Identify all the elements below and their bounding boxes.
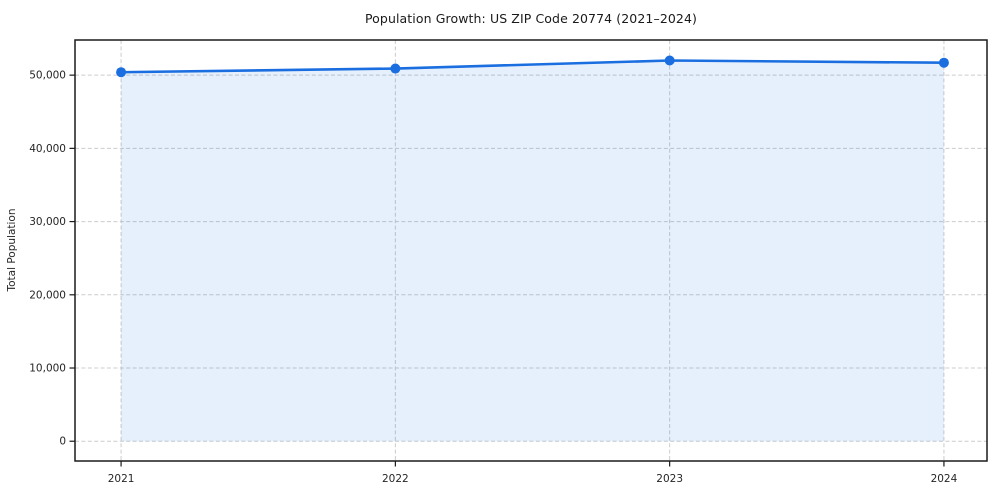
y-tick-label: 10,000 xyxy=(29,363,66,375)
x-tick-label: 2024 xyxy=(931,473,958,485)
y-tick-label: 20,000 xyxy=(29,289,66,301)
data-point-marker xyxy=(116,67,127,78)
chart-title: Population Growth: US ZIP Code 20774 (20… xyxy=(364,11,698,26)
data-point-marker xyxy=(390,63,401,74)
data-point-marker xyxy=(938,57,949,68)
y-tick-label: 0 xyxy=(59,436,66,448)
series-line xyxy=(119,59,946,74)
y-tick-label: 40,000 xyxy=(29,143,66,155)
data-point-marker xyxy=(664,55,675,66)
x-tick-label: 2023 xyxy=(656,473,683,485)
y-tick-label: 30,000 xyxy=(29,216,66,228)
plot-border xyxy=(74,39,988,462)
x-tick-label: 2022 xyxy=(382,473,409,485)
area-fill xyxy=(121,60,944,442)
y-tick-label: 50,000 xyxy=(29,70,66,82)
x-tick-label: 2021 xyxy=(108,473,135,485)
